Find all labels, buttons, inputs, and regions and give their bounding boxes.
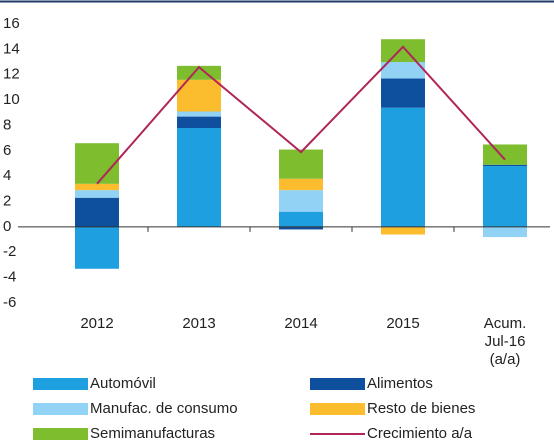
bar-segment <box>177 111 221 117</box>
bar-segment <box>177 127 221 227</box>
legend-label: Semimanufacturas <box>90 425 215 442</box>
bar-segment <box>75 197 119 227</box>
y-tick-label: 6 <box>3 142 11 159</box>
legend-label: Automóvil <box>90 375 156 392</box>
y-tick-label: 10 <box>3 91 20 108</box>
y-tick-label: 8 <box>3 116 11 133</box>
x-tick-label: 2015 <box>386 315 420 332</box>
bar-segment <box>279 190 323 212</box>
legend-swatch <box>310 378 365 390</box>
bar-segment <box>483 164 527 167</box>
legend-swatch <box>33 403 88 415</box>
bar-segment <box>483 144 527 165</box>
legend-label: Manufac. de consumo <box>90 400 238 417</box>
legend-swatch <box>33 428 88 440</box>
bar-segment <box>75 190 119 198</box>
y-tick-label: 16 <box>3 15 20 32</box>
bar-segment <box>279 226 323 230</box>
x-tick-label: 2014 <box>284 315 318 332</box>
y-tick-label: -4 <box>3 269 16 286</box>
bar-segment <box>483 166 527 227</box>
y-tick-label: -2 <box>3 243 16 260</box>
line-series <box>96 45 506 185</box>
legend-label: Resto de bienes <box>367 400 475 417</box>
x-tick-label: Acum. Jul-16 (a/a) <box>483 315 527 368</box>
legend-swatch <box>33 378 88 390</box>
x-tick-label: 2012 <box>80 315 114 332</box>
y-tick-label: -6 <box>3 294 16 311</box>
bar-segment <box>381 39 425 63</box>
y-tick-label: 14 <box>3 40 20 57</box>
bar-segment <box>279 178 323 191</box>
legend-label: Alimentos <box>367 375 433 392</box>
y-tick-label: 2 <box>3 193 11 210</box>
bar-segment <box>177 116 221 128</box>
bar-segment <box>75 183 119 191</box>
bar-segment <box>279 211 323 227</box>
bar-segment <box>279 149 323 179</box>
bar-segment <box>75 143 119 184</box>
bar-segment <box>381 226 425 235</box>
legend-label: Crecimiento a/a <box>367 425 473 442</box>
bar-segment <box>381 78 425 108</box>
y-tick-label: 0 <box>3 218 11 235</box>
y-tick-label: 4 <box>3 167 11 184</box>
y-tick-label: 12 <box>3 66 20 83</box>
bar-segment <box>483 226 527 238</box>
bar-segment <box>381 107 425 227</box>
legend-swatch <box>310 403 365 415</box>
bar-segment <box>75 226 119 269</box>
bar-segment <box>381 62 425 79</box>
x-tick-label: 2013 <box>182 315 216 332</box>
